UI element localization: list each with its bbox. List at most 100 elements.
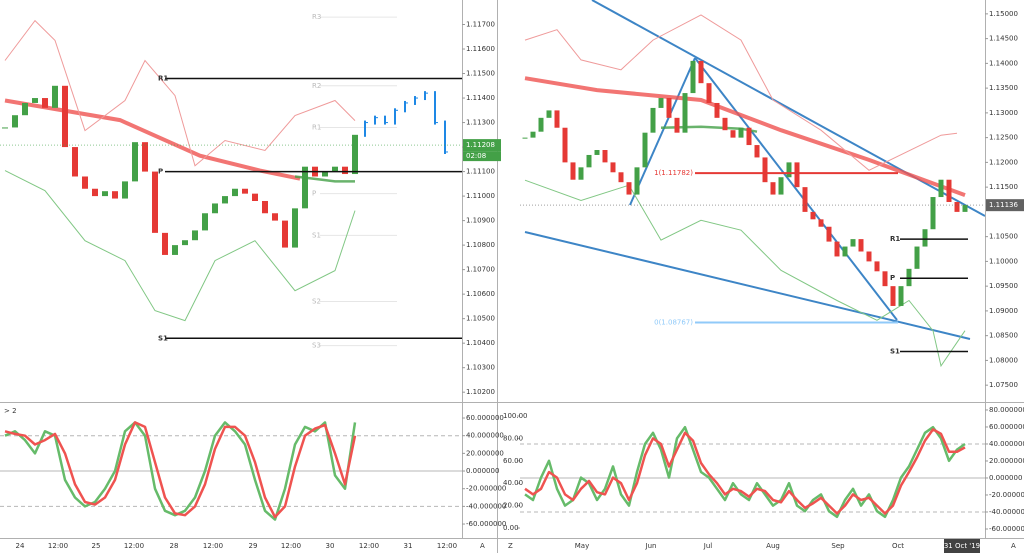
trend-line <box>694 57 898 321</box>
candle <box>42 98 48 108</box>
candle <box>938 179 944 198</box>
auto-scale-button[interactable]: A <box>1011 542 1016 550</box>
candle <box>32 98 38 103</box>
projection-bar <box>424 91 426 101</box>
pivot-label: P <box>158 168 163 176</box>
pivot-label: S1 <box>890 348 900 356</box>
y-tick-label: 0.00 <box>503 524 519 532</box>
candle <box>546 110 552 118</box>
candle <box>794 162 800 188</box>
y-tick-label: 1.11000 <box>466 192 495 200</box>
x-tick-label: Jul <box>703 542 713 550</box>
auto-scale-button[interactable]: A <box>480 542 485 550</box>
candle <box>658 98 664 108</box>
y-tick-label: 40.000000 <box>989 440 1024 448</box>
candle <box>538 117 544 132</box>
candle <box>738 127 744 138</box>
candle <box>962 204 968 212</box>
candle <box>930 197 936 230</box>
countdown-label: 02:08 <box>466 152 486 160</box>
indicator-label[interactable]: > 2 <box>4 407 17 415</box>
candle <box>698 60 704 84</box>
y-tick-label: -60.000000 <box>466 520 506 528</box>
x-tick-label: 29 <box>249 542 258 550</box>
faint-level-label: S2 <box>312 298 321 306</box>
y-tick-label: 1.09000 <box>989 307 1018 315</box>
y-tick-label: -40.000000 <box>989 508 1024 516</box>
x-tick-label: 28 <box>170 542 179 550</box>
candle <box>72 147 78 177</box>
y-tick-label: 1.11600 <box>466 45 495 53</box>
y-tick-label: 1.10800 <box>466 241 495 249</box>
candle <box>578 167 584 180</box>
candle <box>882 271 888 287</box>
y-tick-label: 1.10000 <box>989 257 1018 265</box>
x-tick-label: Jun <box>645 542 657 550</box>
candle <box>858 239 864 252</box>
y-tick-label: 40.000000 <box>466 432 504 440</box>
candle <box>866 251 872 262</box>
candle <box>802 187 808 212</box>
candle <box>2 127 8 129</box>
candle <box>12 115 18 128</box>
y-tick-label: 0.000000 <box>989 474 1022 482</box>
y-tick-label: 1.10200 <box>466 388 495 396</box>
projection-bar <box>364 120 366 137</box>
y-tick-label: 0.000000 <box>466 467 499 475</box>
oscillator-line <box>4 421 357 519</box>
candle <box>786 162 792 178</box>
candle <box>252 193 258 201</box>
oscillator-line <box>524 428 966 515</box>
candle <box>302 166 308 209</box>
pivot-label: R1 <box>158 74 168 82</box>
zoom-button[interactable]: Z <box>508 542 513 550</box>
candle <box>554 110 560 128</box>
candle <box>192 230 198 241</box>
candle <box>172 245 178 255</box>
candle <box>890 286 896 306</box>
y-tick-label: 1.11400 <box>466 94 495 102</box>
candle <box>650 107 656 133</box>
overlay-line <box>4 98 301 181</box>
last-price-tag <box>986 199 1024 212</box>
oscillator-line <box>4 421 357 521</box>
candle <box>342 166 348 175</box>
y-tick-label: 60.000000 <box>466 414 504 422</box>
candle <box>122 181 128 199</box>
candle <box>52 85 58 108</box>
candle <box>922 229 928 247</box>
y-tick-label: 1.10500 <box>989 233 1018 241</box>
projection-bar <box>444 120 446 154</box>
faint-level-label: S3 <box>312 342 321 350</box>
last-price-label: 1.11208 <box>466 141 495 149</box>
y-tick-label: -20.000000 <box>989 491 1024 499</box>
x-tick-label: 12:00 <box>281 542 301 550</box>
candle <box>530 131 536 138</box>
candle <box>618 172 624 183</box>
x-tick-label: 25 <box>92 542 101 550</box>
candle <box>722 117 728 131</box>
projection-bar <box>394 108 396 125</box>
projection-bar <box>434 91 436 125</box>
candle <box>212 203 218 214</box>
candle <box>874 261 880 272</box>
candle <box>954 201 960 212</box>
y-tick-label: 60.000000 <box>989 423 1024 431</box>
trend-line <box>524 231 971 340</box>
candle <box>602 150 608 163</box>
candle <box>770 182 776 195</box>
candle <box>730 130 736 138</box>
faint-level-label: R3 <box>312 13 321 21</box>
x-tick-label: 12:00 <box>124 542 144 550</box>
projection-bar <box>374 115 376 125</box>
y-tick-label: 1.14000 <box>989 59 1018 67</box>
fib-label: 0(1.08767) <box>654 318 693 326</box>
candle <box>682 93 688 133</box>
candle <box>914 246 920 269</box>
y-tick-label: 1.11700 <box>466 21 495 29</box>
candle <box>522 137 528 139</box>
projection-bar <box>404 100 406 113</box>
candle <box>754 145 760 158</box>
pivot-label: R1 <box>890 235 900 243</box>
